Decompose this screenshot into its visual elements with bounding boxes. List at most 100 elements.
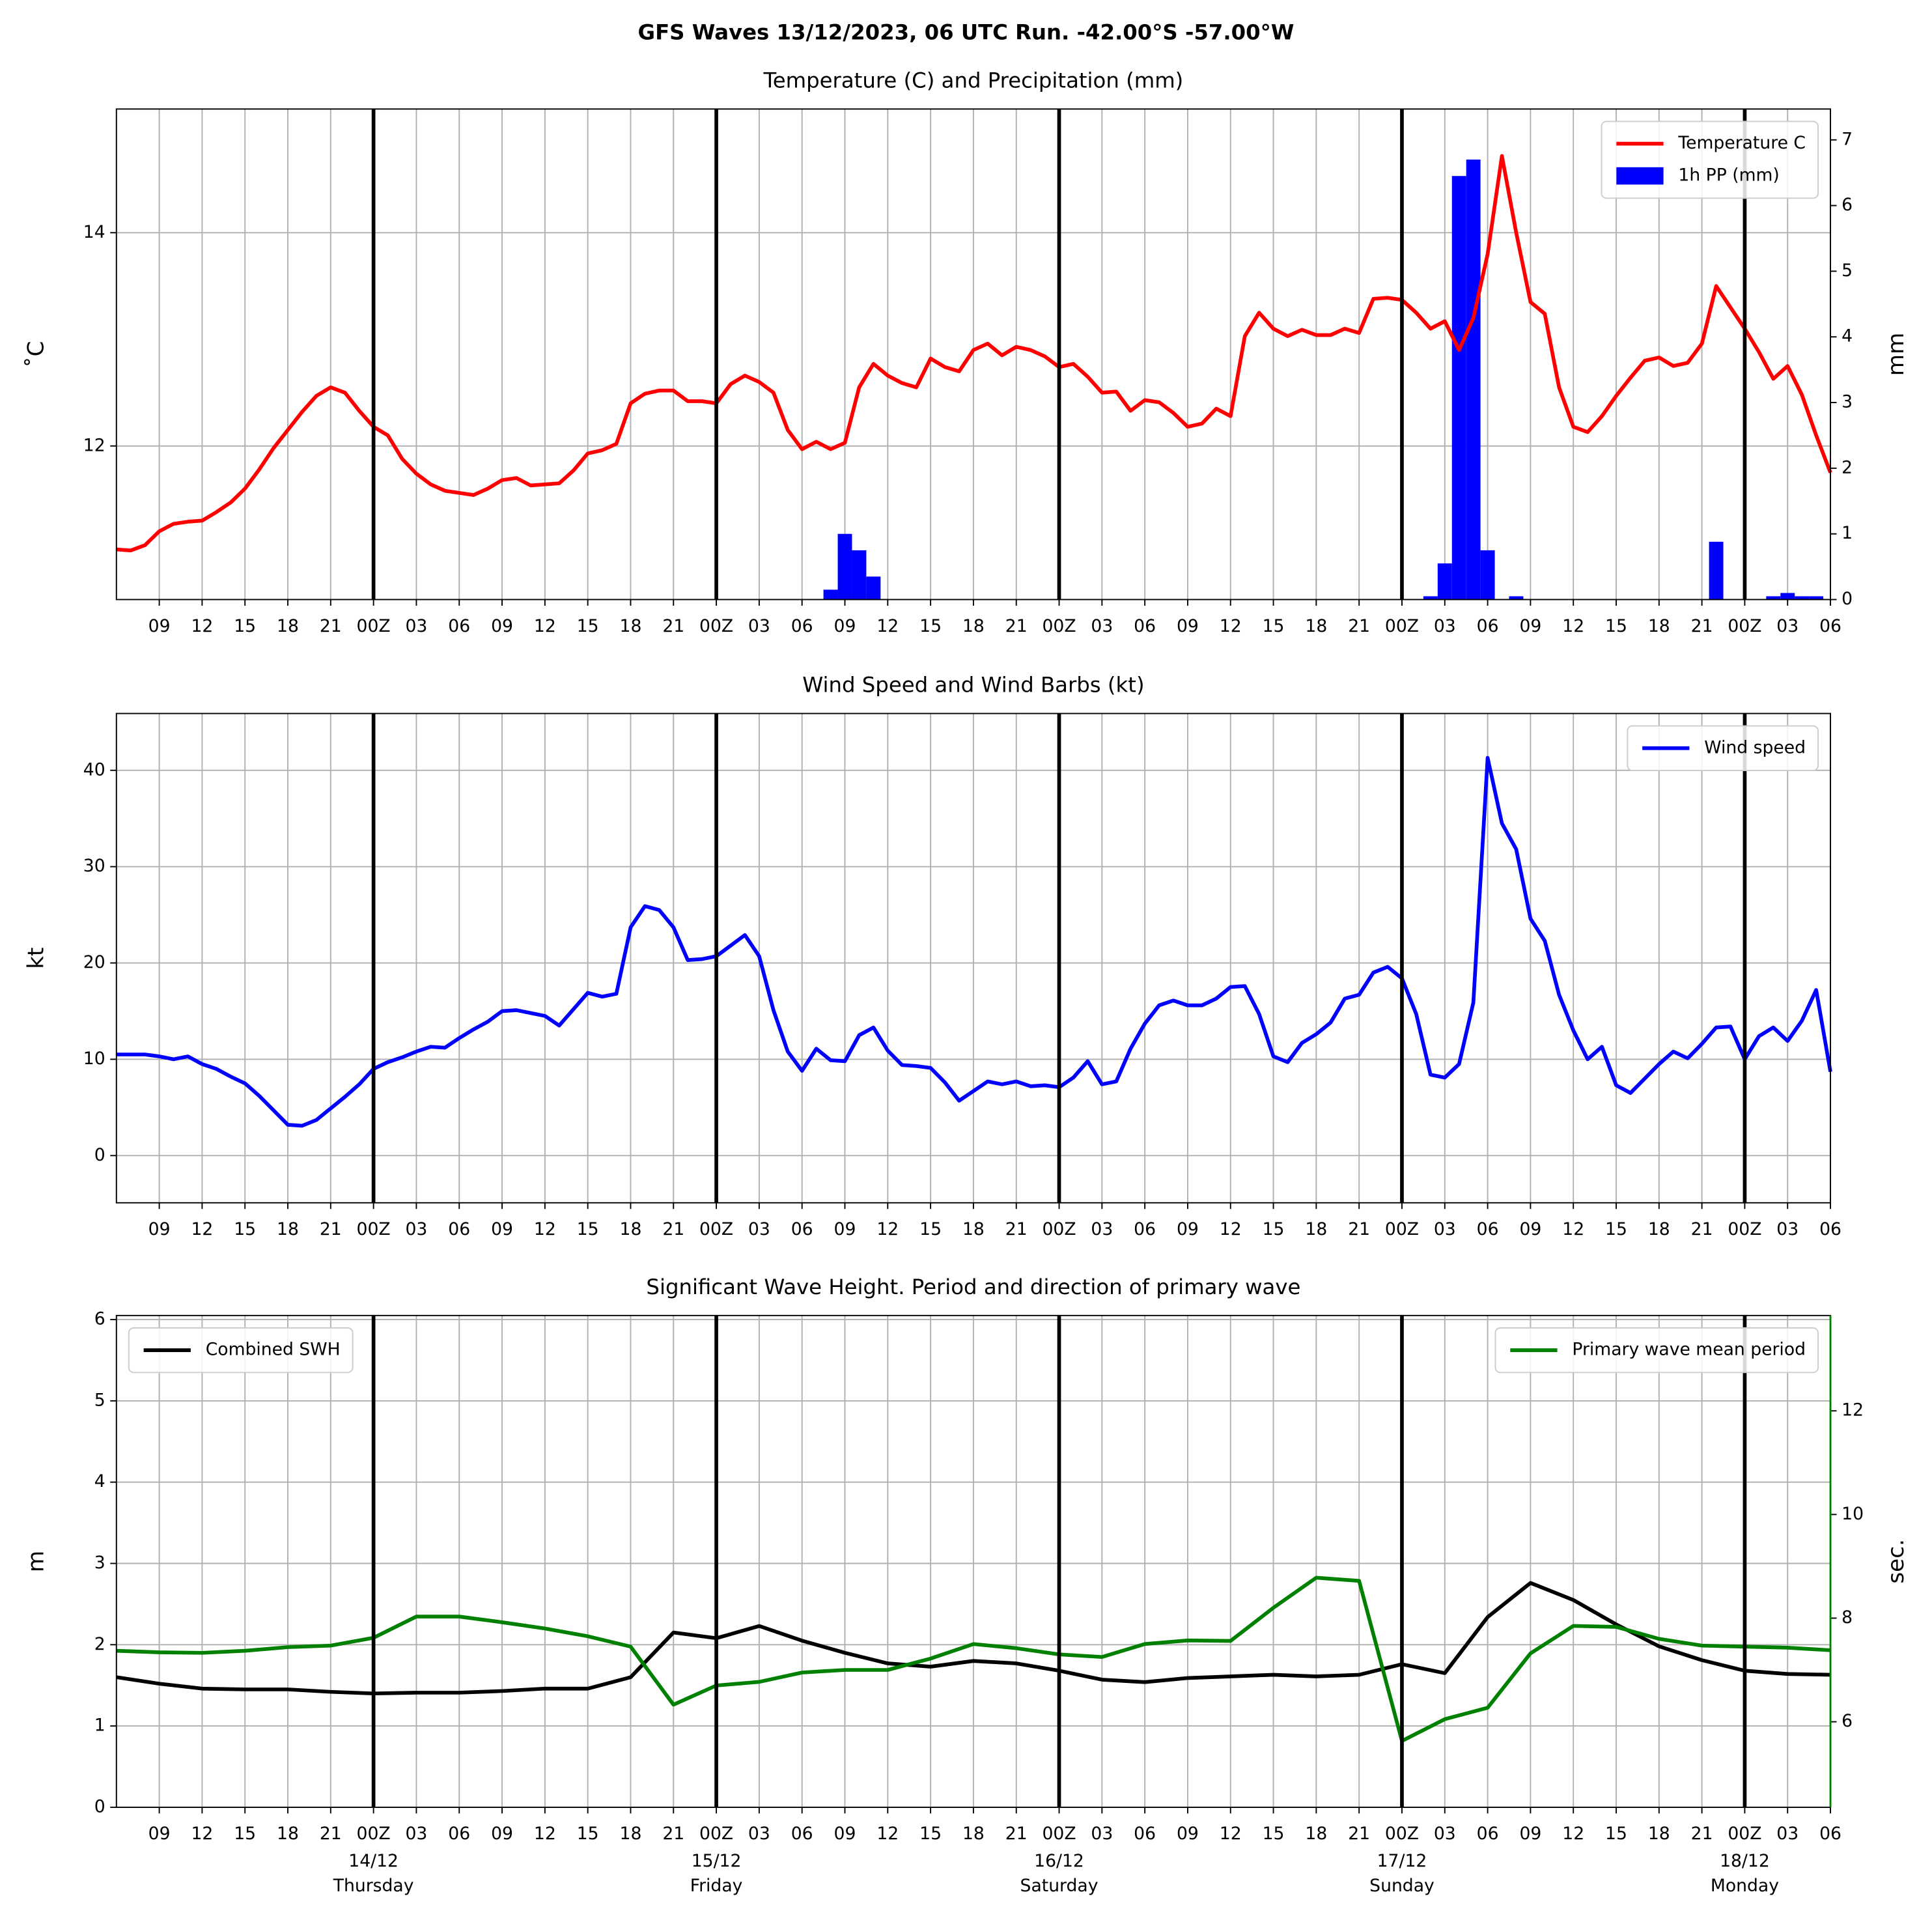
x-tick-label: 12 (1562, 1219, 1584, 1239)
x-tick-label: 03 (748, 616, 770, 636)
x-tick-label: 09 (491, 616, 513, 636)
x-tick-label: 15 (234, 1219, 256, 1239)
day-weekday: Monday (1711, 1876, 1779, 1896)
x-tick-label: 00Z (1728, 1824, 1761, 1844)
x-tick-label: 06 (448, 1219, 470, 1239)
legend-box (1494, 1327, 1819, 1374)
x-tick-label: 12 (876, 616, 899, 636)
x-tick-label: 03 (748, 1219, 770, 1239)
x-tick-label: 00Z (357, 616, 391, 636)
x-tick-label: 06 (791, 1219, 813, 1239)
y-tick-label: 12 (83, 435, 105, 455)
legend-label: 1h PP (mm) (1678, 165, 1779, 186)
precip-bar (823, 589, 838, 600)
subplot: Temperature (C) and Precipitation (mm) 09… (23, 68, 1910, 636)
x-tick-label: 00Z (357, 1824, 391, 1844)
y-axis-label: kt (23, 948, 49, 969)
x-tick-label: 15 (577, 1824, 599, 1844)
x-tick-label: 18 (277, 1824, 299, 1844)
y-tick-label: 14 (83, 222, 105, 242)
x-tick-label: 06 (1134, 616, 1156, 636)
y-tick-label: 0 (94, 1796, 105, 1816)
x-tick-label: 09 (1177, 1824, 1199, 1844)
legend: Primary wave mean period (1494, 1327, 1819, 1374)
y-tick-label: 3 (94, 1553, 105, 1573)
series-line (116, 1581, 1831, 1696)
x-tick-label: 06 (1819, 1824, 1841, 1844)
x-tick-label: 06 (1477, 616, 1499, 636)
legend-label: Combined SWH (206, 1340, 341, 1360)
precip-bar (1766, 596, 1781, 600)
x-tick-label: 15 (1605, 1219, 1627, 1239)
x-tick-label: 12 (876, 1219, 899, 1239)
x-tick-label: 03 (1776, 616, 1799, 636)
x-tick-label: 15 (1605, 616, 1627, 636)
x-tick-label: 15 (577, 1219, 599, 1239)
y-tick-label: 20 (83, 952, 105, 972)
y-tick-label: 2 (94, 1634, 105, 1654)
x-tick-label: 18 (1648, 616, 1670, 636)
x-tick-label: 06 (448, 1824, 470, 1844)
x-tick-label: 15 (577, 616, 599, 636)
x-tick-label: 21 (1348, 1219, 1370, 1239)
x-tick-label: 03 (405, 1824, 427, 1844)
x-tick-label: 06 (1477, 1219, 1499, 1239)
x-tick-label: 15 (919, 1824, 942, 1844)
y-axis-label: ˚C (23, 341, 49, 367)
x-tick-label: 12 (1562, 1824, 1584, 1844)
precip-bar (1780, 593, 1795, 600)
x-tick-label: 06 (791, 616, 813, 636)
x-tick-label: 03 (1091, 1824, 1113, 1844)
x-tick-label: 12 (876, 1824, 899, 1844)
x-tick-label: 09 (834, 616, 856, 636)
x-tick-label: 09 (1519, 1824, 1541, 1844)
x-tick-label: 12 (534, 616, 556, 636)
x-tick-label: 00Z (1042, 1219, 1076, 1239)
x-tick-label: 12 (1220, 616, 1242, 636)
x-tick-label: 18 (277, 616, 299, 636)
x-tick-label: 06 (791, 1824, 813, 1844)
x-tick-label: 18 (620, 616, 642, 636)
x-tick-label: 03 (748, 1824, 770, 1844)
x-tick-label: 03 (1091, 616, 1113, 636)
x-tick-label: 00Z (1042, 1824, 1076, 1844)
y2-axis-label: mm (1883, 333, 1909, 376)
precip-bar (1709, 541, 1724, 600)
x-tick-label: 12 (1220, 1824, 1242, 1844)
x-tick-label: 09 (834, 1824, 856, 1844)
day-date: 16/12 (1034, 1851, 1084, 1871)
y2-tick-label: 8 (1841, 1607, 1853, 1628)
legend-label: Temperature C (1677, 133, 1806, 153)
y-axis-label: m (23, 1551, 49, 1572)
y-tick-label: 1 (94, 1715, 105, 1736)
x-tick-label: 09 (491, 1824, 513, 1844)
subplot-title: Temperature (C) and Precipitation (mm) (763, 68, 1184, 93)
y-tick-label: 6 (94, 1309, 105, 1329)
legend-box (128, 1327, 354, 1374)
precip-bar (866, 576, 881, 600)
precip-bar (1451, 176, 1466, 600)
x-tick-label: 00Z (699, 1824, 733, 1844)
legend: Temperature C 1h PP (mm) (1601, 120, 1819, 199)
series-line (116, 1575, 1831, 1743)
x-tick-label: 21 (1691, 1824, 1713, 1844)
y2-tick-label: 2 (1841, 457, 1853, 477)
precip-bar (1437, 563, 1452, 600)
y2-tick-label: 4 (1841, 326, 1853, 346)
x-tick-label: 15 (919, 1219, 942, 1239)
x-tick-label: 15 (1263, 616, 1285, 636)
x-tick-label: 21 (1005, 1219, 1028, 1239)
x-tick-label: 21 (1348, 1824, 1370, 1844)
y2-tick-label: 5 (1841, 261, 1853, 281)
x-tick-label: 09 (1177, 616, 1199, 636)
x-tick-label: 03 (1434, 1824, 1456, 1844)
x-tick-label: 21 (320, 616, 342, 636)
x-tick-label: 09 (1177, 1219, 1199, 1239)
x-tick-label: 21 (1691, 616, 1713, 636)
axes-frame (115, 713, 1831, 1204)
x-tick-label: 21 (662, 1219, 684, 1239)
x-tick-label: 12 (191, 616, 213, 636)
x-tick-label: 00Z (1385, 1219, 1419, 1239)
